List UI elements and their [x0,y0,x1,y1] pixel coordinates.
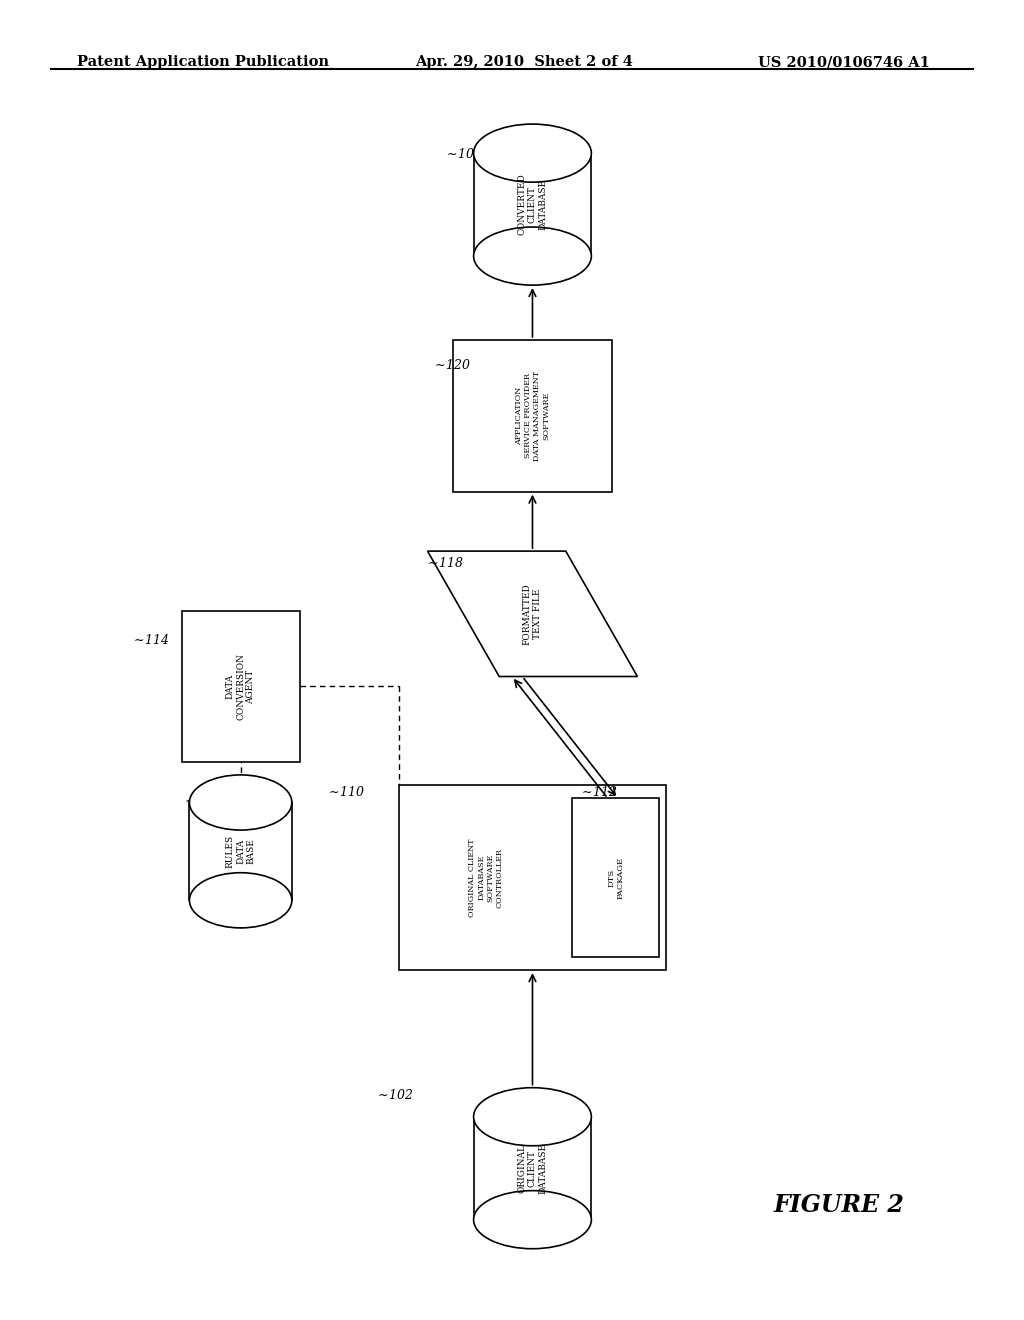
Text: $\sim\!$118: $\sim\!$118 [425,556,464,570]
Text: $\sim\!$108: $\sim\!$108 [444,147,483,161]
Bar [572,799,659,957]
Ellipse shape [189,775,292,830]
Text: APPLICATION
SERVICE PROVIDER
DATA MANAGEMENT
SOFTWARE: APPLICATION SERVICE PROVIDER DATA MANAGE… [515,371,550,461]
Text: CONVERTED
CLIENT
DATABASE: CONVERTED CLIENT DATABASE [517,174,548,235]
Bar [473,153,592,256]
Text: RULES
DATA
BASE: RULES DATA BASE [225,834,256,869]
Bar [182,611,299,763]
Text: Patent Application Publication: Patent Application Publication [77,55,329,70]
Text: DTS
PACKAGE: DTS PACKAGE [607,857,625,899]
Ellipse shape [473,1191,592,1249]
Text: US 2010/0106746 A1: US 2010/0106746 A1 [758,55,930,70]
Text: $\sim\!$120: $\sim\!$120 [432,358,471,372]
Bar [473,1117,592,1220]
Text: $\sim\!$112: $\sim\!$112 [579,784,617,799]
Ellipse shape [473,1088,592,1146]
Bar [453,339,612,491]
Polygon shape [428,552,637,676]
Bar [399,785,666,970]
Text: $\sim\!$110: $\sim\!$110 [326,784,365,799]
Text: $\sim\!$102: $\sim\!$102 [375,1088,414,1102]
Ellipse shape [473,227,592,285]
Text: DATA
CONVERSION
AGENT: DATA CONVERSION AGENT [225,653,256,719]
Text: Apr. 29, 2010  Sheet 2 of 4: Apr. 29, 2010 Sheet 2 of 4 [415,55,633,70]
Text: ORIGINAL CLIENT
DATABASE
SOFTWARE
CONTROLLER: ORIGINAL CLIENT DATABASE SOFTWARE CONTRO… [468,838,504,917]
Text: FORMATTED
TEXT FILE: FORMATTED TEXT FILE [523,583,542,644]
Bar [189,803,292,900]
Ellipse shape [189,873,292,928]
Ellipse shape [473,124,592,182]
Text: ORIGINAL
CLIENT
DATABASE: ORIGINAL CLIENT DATABASE [517,1143,548,1193]
Text: $\sim\!$114: $\sim\!$114 [131,632,169,647]
Text: $\sim\!$116: $\sim\!$116 [182,793,221,808]
Text: FIGURE 2: FIGURE 2 [773,1193,904,1217]
